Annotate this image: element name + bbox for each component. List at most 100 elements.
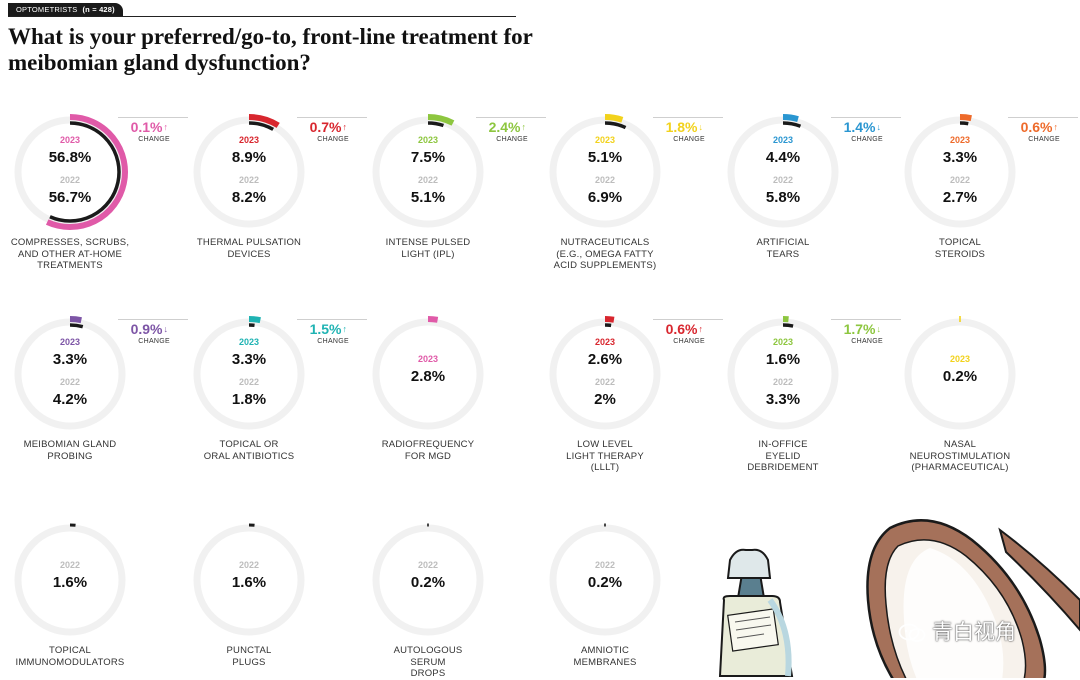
change-indicator: 0.6%↑CHANGE [1008, 117, 1078, 148]
watermark: 青白视角 [898, 616, 1016, 646]
category-label-line: AUTOLOGOUS [343, 645, 513, 657]
category-label-line: TOPICAL OR [164, 439, 334, 451]
change-percent: 1.4% [844, 119, 876, 135]
change-caption: CHANGE [138, 136, 170, 143]
change-indicator: 0.1%↑CHANGE [118, 117, 188, 148]
category-label-line: ACID SUPPLEMENTS) [520, 260, 690, 272]
category-label-line: THERMAL PULSATION [164, 237, 334, 249]
change-caption: CHANGE [138, 338, 170, 345]
watermark-text: 青白视角 [932, 620, 1016, 644]
change-percent: 2.4% [489, 119, 521, 135]
category-label-line: LOW LEVEL [520, 439, 690, 451]
category-label-line: TEARS [698, 249, 868, 261]
category-label-line: AMNIOTIC [520, 645, 690, 657]
category-label-line: NUTRACEUTICALS [520, 237, 690, 249]
arrow-down-icon: ↓ [164, 324, 169, 334]
change-caption: CHANGE [496, 136, 528, 143]
change-indicator: 0.7%↑CHANGE [297, 117, 367, 148]
change-percent: 0.9% [131, 321, 163, 337]
change-percent: 0.7% [310, 119, 342, 135]
category-label-line: LIGHT THERAPY [520, 451, 690, 463]
category-label-line: INTENSE PULSED [343, 237, 513, 249]
category-label-line: (PHARMACEUTICAL) [875, 462, 1045, 474]
category-label-line: EYELID [698, 451, 868, 463]
change-value: 2.4%↑ [489, 119, 526, 135]
category-label-line: IMMUNOMODULATORS [0, 657, 155, 669]
change-value: 1.8%↓ [666, 119, 703, 135]
category-label-line: ARTIFICIAL [698, 237, 868, 249]
category-label-line: PUNCTAL [164, 645, 334, 657]
arrow-down-icon: ↓ [699, 122, 704, 132]
arrow-up-icon: ↑ [343, 122, 348, 132]
change-caption: CHANGE [851, 136, 883, 143]
change-caption: CHANGE [317, 338, 349, 345]
category-label-line: PLUGS [164, 657, 334, 669]
change-caption: CHANGE [673, 338, 705, 345]
change-value: 0.1%↑ [131, 119, 168, 135]
arrow-down-icon: ↓ [877, 324, 882, 334]
change-indicator: 1.5%↑CHANGE [297, 319, 367, 350]
change-value: 0.6%↑ [666, 321, 703, 337]
wechat-icon [898, 623, 926, 643]
category-label-line: TOPICAL [0, 645, 155, 657]
change-value: 1.4%↓ [844, 119, 881, 135]
change-percent: 1.7% [844, 321, 876, 337]
change-value: 0.9%↓ [131, 321, 168, 337]
change-indicator: 0.9%↓CHANGE [118, 319, 188, 350]
change-caption: CHANGE [673, 136, 705, 143]
category-label-line: IN-OFFICE [698, 439, 868, 451]
category-label-line: TOPICAL [875, 237, 1045, 249]
category-label-line: DEBRIDEMENT [698, 462, 868, 474]
change-indicator: 1.4%↓CHANGE [831, 117, 901, 148]
category-label-line: COMPRESSES, SCRUBS, [0, 237, 155, 249]
category-label-line: FOR MGD [343, 451, 513, 463]
category-label-line: SERUM [343, 657, 513, 669]
category-label-line: NASAL [875, 439, 1045, 451]
change-caption: CHANGE [851, 338, 883, 345]
category-label-line: AND OTHER AT-HOME [0, 249, 155, 261]
change-percent: 0.1% [131, 119, 163, 135]
change-value: 1.7%↓ [844, 321, 881, 337]
category-label-line: (LLLT) [520, 462, 690, 474]
category-label-line: RADIOFREQUENCY [343, 439, 513, 451]
change-value: 1.5%↑ [310, 321, 347, 337]
category-label-line: (E.G., OMEGA FATTY [520, 249, 690, 261]
change-indicator: 1.7%↓CHANGE [831, 319, 901, 350]
change-percent: 0.6% [1021, 119, 1053, 135]
category-label-line: ORAL ANTIBIOTICS [164, 451, 334, 463]
category-label-line: TREATMENTS [0, 260, 155, 272]
change-indicator: 2.4%↑CHANGE [476, 117, 546, 148]
category-label-line: NEUROSTIMULATION [875, 451, 1045, 463]
arrow-up-icon: ↑ [164, 122, 169, 132]
change-caption: CHANGE [317, 136, 349, 143]
category-label-line: MEMBRANES [520, 657, 690, 669]
category-label-line: LIGHT (IPL) [343, 249, 513, 261]
arrow-down-icon: ↓ [877, 122, 882, 132]
category-label-line: PROBING [0, 451, 155, 463]
change-value: 0.7%↑ [310, 119, 347, 135]
arrow-up-icon: ↑ [343, 324, 348, 334]
category-label-line: DEVICES [164, 249, 334, 261]
arrow-up-icon: ↑ [522, 122, 527, 132]
change-percent: 0.6% [666, 321, 698, 337]
change-value: 0.6%↑ [1021, 119, 1058, 135]
change-indicator: 1.8%↓CHANGE [653, 117, 723, 148]
change-indicator: 0.6%↑CHANGE [653, 319, 723, 350]
change-percent: 1.8% [666, 119, 698, 135]
arrow-up-icon: ↑ [1054, 122, 1059, 132]
